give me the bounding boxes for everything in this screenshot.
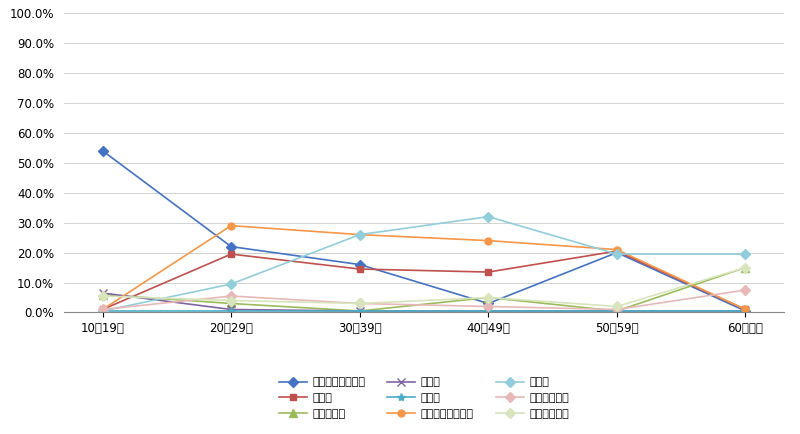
退職・廃業: [355, 309, 365, 314]
卒　業: [355, 309, 365, 314]
Line: 転　勤: 転 勤: [99, 248, 749, 313]
転　勤: [98, 307, 107, 312]
交通の利便性: [226, 293, 236, 299]
結婚・離婚・縁組: [741, 307, 750, 312]
Line: 結婚・離婚・縁組: 結婚・離婚・縁組: [99, 222, 749, 313]
生活の利便性: [741, 265, 750, 270]
住　宅: [483, 214, 493, 219]
卒　業: [741, 309, 750, 314]
転　勤: [741, 307, 750, 312]
住　宅: [98, 309, 107, 314]
退職・廃業: [98, 292, 107, 297]
退職・廃業: [483, 295, 493, 300]
卒　業: [612, 309, 622, 314]
Line: 就　学: 就 学: [98, 289, 750, 315]
結婚・離婚・縁組: [483, 238, 493, 243]
住　宅: [741, 251, 750, 256]
交通の利便性: [355, 301, 365, 306]
交通の利便性: [612, 307, 622, 312]
退職・廃業: [226, 301, 236, 306]
生活の利便性: [483, 295, 493, 300]
退職・廃業: [741, 265, 750, 270]
就職・転職・転業: [98, 148, 107, 153]
就　学: [741, 309, 750, 314]
退職・廃業: [612, 309, 622, 314]
交通の利便性: [98, 307, 107, 312]
就　学: [612, 309, 622, 314]
Line: 卒　業: 卒 業: [98, 307, 750, 315]
転　勤: [612, 249, 622, 254]
交通の利便性: [483, 304, 493, 309]
転　勤: [483, 270, 493, 275]
就職・転職・転業: [612, 250, 622, 255]
結婚・離婚・縁組: [98, 307, 107, 312]
Legend: 就職・転職・転業, 転　勤, 退職・廃業, 就　学, 卒　業, 結婚・離婚・縁組, 住　宅, 交通の利便性, 生活の利便性: 就職・転職・転業, 転 勤, 退職・廃業, 就 学, 卒 業, 結婚・離婚・縁組…: [274, 372, 574, 424]
就職・転職・転業: [483, 301, 493, 306]
生活の利便性: [98, 293, 107, 299]
結婚・離婚・縁組: [612, 247, 622, 252]
卒　業: [98, 309, 107, 314]
住　宅: [355, 232, 365, 237]
転　勤: [355, 266, 365, 272]
就　学: [355, 309, 365, 314]
卒　業: [226, 309, 236, 314]
生活の利便性: [355, 301, 365, 306]
Line: 住　宅: 住 宅: [99, 213, 749, 315]
交通の利便性: [741, 287, 750, 293]
転　勤: [226, 251, 236, 256]
生活の利便性: [226, 298, 236, 303]
就職・転職・転業: [226, 244, 236, 249]
卒　業: [483, 309, 493, 314]
就　学: [226, 307, 236, 312]
住　宅: [612, 251, 622, 256]
結婚・離婚・縁組: [355, 232, 365, 237]
就職・転職・転業: [741, 309, 750, 314]
就　学: [98, 290, 107, 296]
Line: 退職・廃業: 退職・廃業: [98, 263, 750, 315]
就　学: [483, 309, 493, 314]
Line: 交通の利便性: 交通の利便性: [99, 286, 749, 313]
住　宅: [226, 281, 236, 286]
結婚・離婚・縁組: [226, 223, 236, 228]
就職・転職・転業: [355, 262, 365, 267]
生活の利便性: [612, 304, 622, 309]
Line: 就職・転職・転業: 就職・転職・転業: [99, 147, 749, 315]
Line: 生活の利便性: 生活の利便性: [99, 264, 749, 310]
